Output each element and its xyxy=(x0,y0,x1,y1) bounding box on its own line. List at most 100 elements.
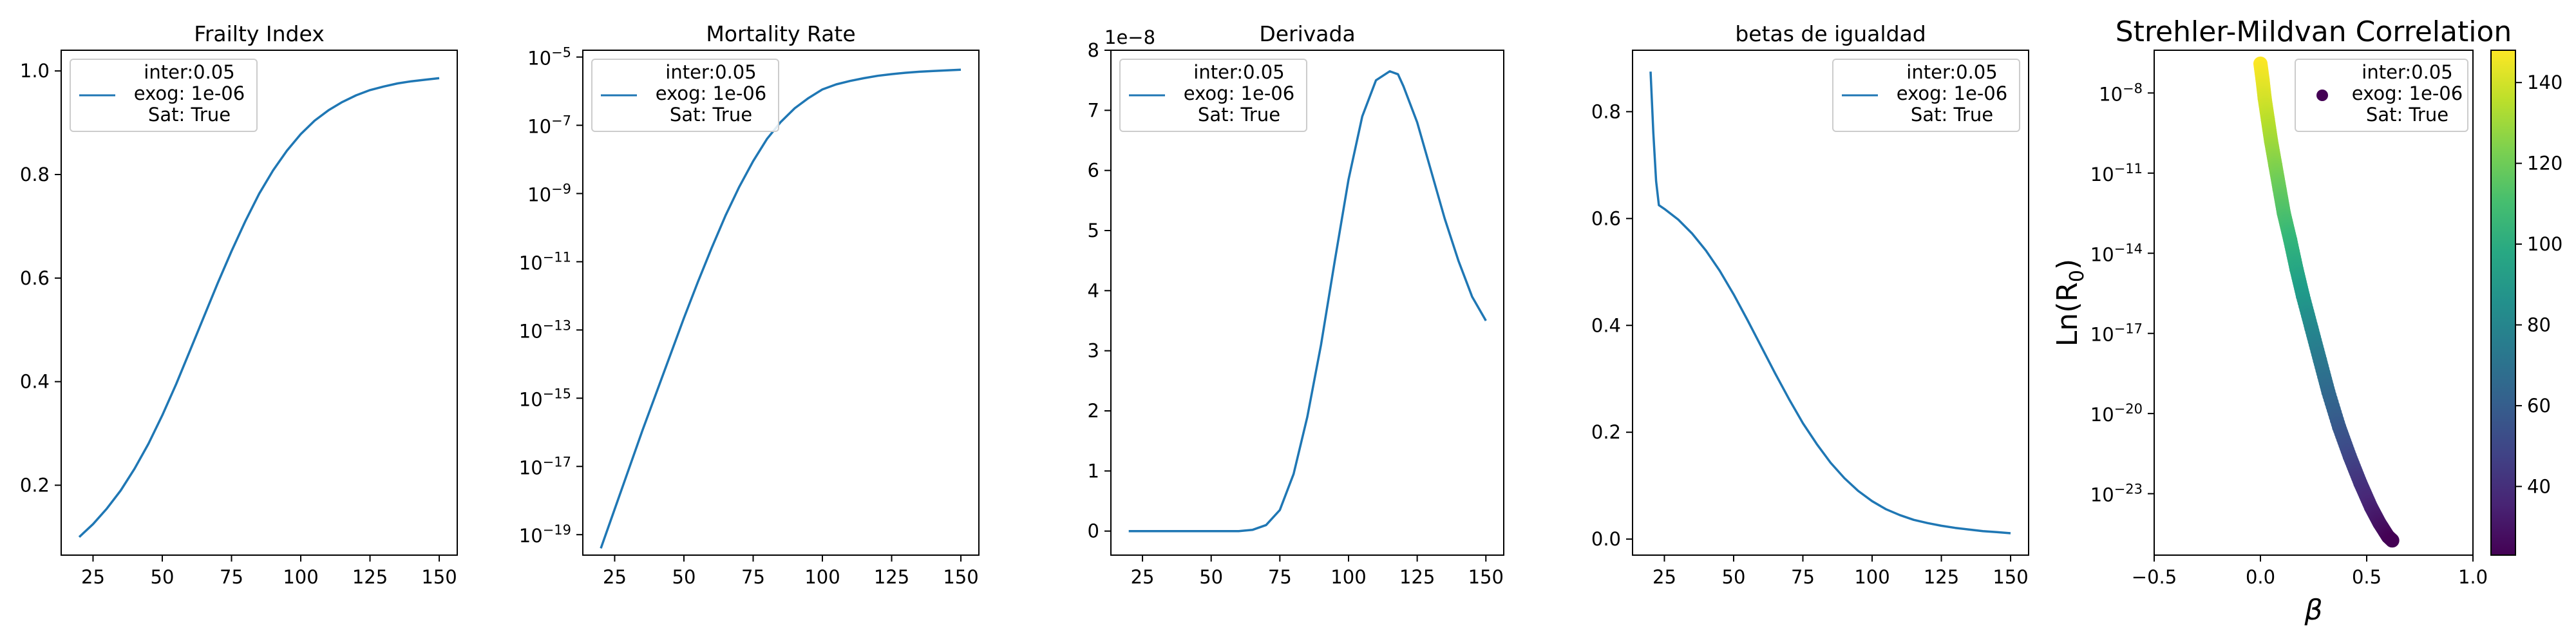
chart-title: Frailty Index xyxy=(194,21,325,46)
x-tick-label: 75 xyxy=(1791,566,1815,588)
x-tick-label: 50 xyxy=(672,566,696,588)
legend-label-line1: inter:0.05 xyxy=(144,61,234,83)
x-tick-label: 50 xyxy=(151,566,175,588)
legend-label-line1: inter:0.05 xyxy=(1193,61,1284,83)
chart-title: Strehler-Mildvan Correlation xyxy=(2116,15,2512,48)
y-tick-label: 0.8 xyxy=(1591,100,1621,122)
chart-title: Mortality Rate xyxy=(706,21,855,46)
x-tick-label: 0.0 xyxy=(2246,566,2275,588)
y-tick-label: 10−5 xyxy=(527,45,571,70)
legend-box xyxy=(70,59,258,132)
x-tick-label: 150 xyxy=(943,566,978,588)
y-tick-label: 0.6 xyxy=(20,267,50,289)
y-tick-label: 10−14 xyxy=(2090,241,2143,265)
x-axis-label: β xyxy=(2304,594,2322,627)
x-tick-label: 25 xyxy=(1653,566,1676,588)
plot-frame xyxy=(2154,50,2474,556)
x-tick-label: 125 xyxy=(1924,566,1959,588)
legend-box xyxy=(591,59,779,132)
series-line xyxy=(78,77,440,538)
legend-box xyxy=(1119,59,1307,132)
x-tick-label: 125 xyxy=(1399,566,1435,588)
y-tick-label: 3 xyxy=(1088,340,1099,362)
plot-frame xyxy=(61,50,458,556)
legend-label-line2: exog: 1e-06 xyxy=(134,82,245,104)
chart-panel-2: Mortality Rate 25 50 75 100 125 150 10−19 10−17 1… xyxy=(519,21,980,588)
plot-frame xyxy=(1632,50,2029,556)
legend-label-line2: exog: 1e-06 xyxy=(656,82,766,104)
plot-frame xyxy=(1110,50,1504,556)
legend-label-line1: inter:0.05 xyxy=(665,61,756,83)
y-tick-label: 0.2 xyxy=(1591,421,1621,443)
y-tick-label: 10−15 xyxy=(519,386,571,410)
y-tick-label: 10−13 xyxy=(519,317,571,342)
colorbar-tick-label: 100 xyxy=(2527,233,2562,255)
y-offset-label: 1e−8 xyxy=(1104,26,1155,48)
legend-box xyxy=(1832,59,2020,132)
colorbar: 40 60 80 100 120 140 xyxy=(2490,50,2562,556)
y-tick-label: 10−20 xyxy=(2090,401,2143,426)
y-tick-label: 10−17 xyxy=(519,454,571,478)
colorbar-tick-label: 60 xyxy=(2527,395,2551,417)
y-tick-label: 0.0 xyxy=(1591,528,1621,550)
x-tick-label: 25 xyxy=(81,566,105,588)
scatter-point xyxy=(2385,533,2400,548)
y-tick-label: 0 xyxy=(1088,520,1099,542)
y-tick-label: 7 xyxy=(1088,99,1099,121)
y-tick-label: 10−7 xyxy=(527,113,571,138)
x-tick-label: 100 xyxy=(1854,566,1889,588)
chart-panel-5: Strehler-Mildvan Correlation −0.5 0.0 0.5 1.… xyxy=(2051,15,2512,627)
x-tick-label: 100 xyxy=(1331,566,1366,588)
y-axis-label: Ln(R0) xyxy=(2051,259,2088,346)
x-tick-label: 75 xyxy=(741,566,765,588)
y-tick-label: 0.4 xyxy=(1591,314,1621,336)
y-tick-label: 1.0 xyxy=(20,60,50,82)
colorbar-gradient xyxy=(2490,50,2516,556)
x-tick-label: 25 xyxy=(1131,566,1155,588)
colorbar-tick-label: 40 xyxy=(2527,475,2551,497)
y-tick-label: 8 xyxy=(1088,39,1099,61)
y-tick-label: 2 xyxy=(1088,400,1099,422)
legend-label-line3: Sat: True xyxy=(1198,104,1280,126)
x-tick-label: 75 xyxy=(1268,566,1292,588)
legend-label-line3: Sat: True xyxy=(2366,104,2448,126)
y-tick-label: 10−19 xyxy=(519,522,571,547)
y-tick-label: 4 xyxy=(1088,279,1099,301)
legend-label-line3: Sat: True xyxy=(670,104,752,126)
colorbar-tick-label: 80 xyxy=(2527,314,2551,336)
x-tick-label: 125 xyxy=(352,566,388,588)
legend-label-line2: exog: 1e-06 xyxy=(1184,82,1294,104)
legend-label-line1: inter:0.05 xyxy=(1906,61,1997,83)
x-tick-label: 150 xyxy=(1468,566,1504,588)
y-tick-label: 6 xyxy=(1088,160,1099,182)
x-tick-label: 25 xyxy=(603,566,627,588)
x-tick-label: 150 xyxy=(1993,566,2028,588)
plot-frame xyxy=(582,50,980,556)
chart-panel-1: Frailty Index 25 50 75 100 125 150 0.2 0.4 0.6 0.8… xyxy=(20,21,458,588)
x-tick-label: 50 xyxy=(1722,566,1746,588)
y-tick-label: 10−11 xyxy=(2090,161,2143,185)
series-line xyxy=(600,68,961,549)
y-tick-label: 0.4 xyxy=(20,371,50,393)
y-tick-label: 5 xyxy=(1088,220,1099,242)
x-tick-label: 0.5 xyxy=(2352,566,2382,588)
legend-box xyxy=(2295,59,2468,132)
chart-panel-3: Derivada 25 50 75 100 125 150 0 1 2 3 4 5 6 7 81e−8 inte… xyxy=(1088,21,1504,588)
chart-panel-4: betas de igualdad 25 50 75 100 125 150 0.0 0.2 0.… xyxy=(1591,21,2029,588)
y-tick-label: 0.6 xyxy=(1591,207,1621,229)
x-tick-label: 75 xyxy=(220,566,243,588)
x-tick-label: 1.0 xyxy=(2458,566,2488,588)
colorbar-tick-label: 120 xyxy=(2527,153,2562,175)
legend-label-line1: inter:0.05 xyxy=(2362,61,2452,83)
series-line xyxy=(1128,70,1487,533)
x-tick-label: −0.5 xyxy=(2132,566,2177,588)
legend-label-line3: Sat: True xyxy=(148,104,231,126)
y-tick-label: 1 xyxy=(1088,460,1099,482)
legend-label-line2: exog: 1e-06 xyxy=(2352,82,2463,104)
x-tick-label: 50 xyxy=(1199,566,1223,588)
y-tick-label: 0.2 xyxy=(20,474,50,496)
y-tick-label: 10−8 xyxy=(2099,80,2143,105)
legend-label-line3: Sat: True xyxy=(1911,104,1993,126)
chart-title: Derivada xyxy=(1259,21,1355,46)
